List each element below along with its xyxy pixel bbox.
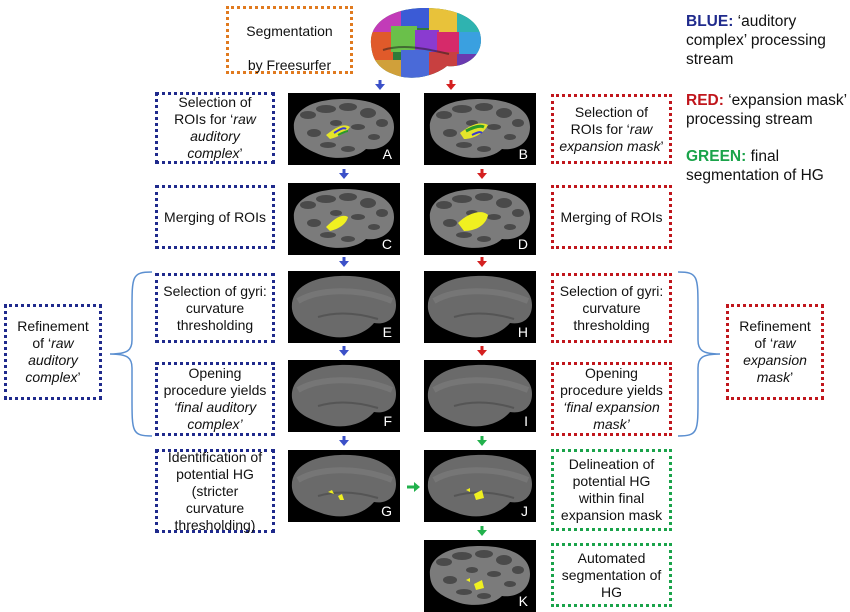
legend-green-text: final segmentation of HG xyxy=(686,148,824,184)
right-step-box-5: Delineation of potential HG within final… xyxy=(551,449,672,531)
legend-red: RED: ‘expansion mask’ processing stream xyxy=(686,91,848,129)
freesurfer-parcellation-image xyxy=(363,4,486,86)
panel-letter: C xyxy=(381,236,392,252)
panel-letter: H xyxy=(517,324,528,340)
arrow-green-horizontal xyxy=(407,482,420,492)
brain-panel-left-5: G xyxy=(288,450,400,522)
legend-green: GREEN: final segmentation of HG xyxy=(686,147,846,185)
arrow-red-3 xyxy=(477,346,487,356)
left-step-box-5: Identification of potential HG (stricter… xyxy=(155,449,275,533)
panel-letter: F xyxy=(383,413,392,429)
arrow-red-top xyxy=(446,80,456,90)
brain-panel-right-2: D xyxy=(424,183,536,255)
panel-letter: A xyxy=(382,146,392,162)
brain-panel-right-6: K xyxy=(424,540,536,612)
right-step-box-4: Opening procedure yields ‘final expansio… xyxy=(551,362,672,436)
left-step-box-4: Opening procedure yields ‘final auditory… xyxy=(155,362,275,436)
arrow-green-2 xyxy=(477,526,487,536)
legend-red-key: RED: xyxy=(686,92,724,109)
brain-panel-right-5: J xyxy=(424,450,536,522)
arrow-green-1 xyxy=(477,436,487,446)
arrow-red-2 xyxy=(477,257,487,267)
refinement-left-box: Refinement of ‘raw auditory complex’ xyxy=(4,304,102,400)
brain-panel-right-4: I xyxy=(424,360,536,432)
right-step-box-6: Automated segmentation of HG xyxy=(551,543,672,607)
arrow-blue-4 xyxy=(339,436,349,446)
right-brace xyxy=(677,271,721,437)
panel-letter: J xyxy=(521,503,528,519)
arrow-red-1 xyxy=(477,169,487,179)
legend-red-text: ‘expansion mask’ processing stream xyxy=(686,92,847,128)
left-step-box-2: Merging of ROIs xyxy=(155,185,275,249)
arrow-blue-3 xyxy=(339,346,349,356)
arrow-blue-2 xyxy=(339,257,349,267)
panel-letter: I xyxy=(524,413,528,429)
brain-panel-left-4: F xyxy=(288,360,400,432)
panel-letter: E xyxy=(382,324,392,340)
left-step-box-3: Selection of gyri: curvature thresholdin… xyxy=(155,273,275,343)
brain-panel-left-2: C xyxy=(288,183,400,255)
brain-panel-right-1: B xyxy=(424,93,536,165)
legend-blue-text: ‘auditory complex’ processing stream xyxy=(686,13,826,68)
segmentation-freesurfer-box: Segmentation by Freesurfer xyxy=(226,6,353,74)
left-brace xyxy=(109,271,153,437)
left-step-box-1: Selection of ROIs for ‘raw auditory comp… xyxy=(155,92,275,164)
arrow-blue-1 xyxy=(339,169,349,179)
panel-letter: D xyxy=(517,236,528,252)
right-step-box-2: Merging of ROIs xyxy=(551,185,672,249)
panel-letter: G xyxy=(381,503,392,519)
right-step-box-1: Selection of ROIs for ‘raw expansion mas… xyxy=(551,94,672,164)
panel-letter: B xyxy=(518,146,528,162)
refinement-right-box: Refinement of ‘raw expansion mask’ xyxy=(726,304,824,400)
brain-panel-right-3: H xyxy=(424,271,536,343)
brain-panel-left-3: E xyxy=(288,271,400,343)
legend-blue: BLUE: ‘auditory complex’ processing stre… xyxy=(686,12,848,69)
brain-panel-left-1: A xyxy=(288,93,400,165)
legend-green-key: GREEN: xyxy=(686,148,747,165)
right-step-box-3: Selection of gyri: curvature thresholdin… xyxy=(551,273,672,343)
legend-blue-key: BLUE: xyxy=(686,13,734,30)
segmentation-label: Segmentation by Freesurfer xyxy=(246,23,333,73)
arrow-blue-top xyxy=(375,80,385,90)
panel-letter: K xyxy=(518,593,528,609)
